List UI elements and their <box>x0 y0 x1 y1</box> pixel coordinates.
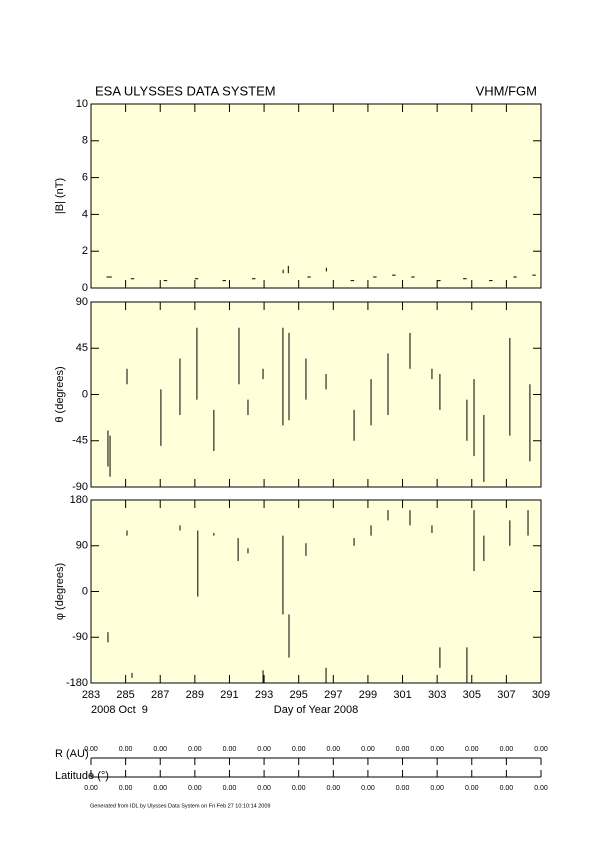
lat-value: 0.00 <box>292 785 306 792</box>
y-tick-label: 8 <box>82 135 88 147</box>
x-tick-label: 287 <box>151 689 169 701</box>
r-value: 0.00 <box>257 746 271 753</box>
y-tick-label: -90 <box>72 481 88 493</box>
r-value: 0.00 <box>465 746 479 753</box>
x-tick-label: 283 <box>82 689 100 701</box>
y-tick-label: 6 <box>82 172 88 184</box>
plot-area <box>90 499 542 684</box>
x-tick-label: 293 <box>255 689 273 701</box>
y-axis-label: θ (degrees) <box>54 366 66 422</box>
r-label: R (AU) <box>55 748 89 760</box>
lat-value: 0.00 <box>257 785 271 792</box>
r-value: 0.00 <box>500 746 514 753</box>
y-tick-label: 0 <box>82 282 88 294</box>
r-value: 0.00 <box>153 746 167 753</box>
lat-value: 0.00 <box>534 785 548 792</box>
r-value: 0.00 <box>534 746 548 753</box>
x-axis-label: Day of Year 2008 <box>274 704 358 716</box>
instrument: VHM/FGM <box>476 83 537 98</box>
r-value: 0.00 <box>84 746 98 753</box>
r-value: 0.00 <box>430 746 444 753</box>
lat-value: 0.00 <box>119 785 133 792</box>
r-value: 0.00 <box>326 746 340 753</box>
r-value: 0.00 <box>292 746 306 753</box>
lat-value: 0.00 <box>500 785 514 792</box>
x-tick-label: 291 <box>220 689 238 701</box>
y-axis-label: φ (degrees) <box>54 563 66 620</box>
y-tick-label: 4 <box>82 208 88 220</box>
lat-label: Latitude (°) <box>55 770 109 782</box>
y-tick-label: -90 <box>72 631 88 643</box>
x-tick-label: 299 <box>359 689 377 701</box>
x-tick-label: 289 <box>186 689 204 701</box>
footer: Generated from IDL by Ulysses Data Syste… <box>90 803 270 809</box>
lat-value: 0.00 <box>361 785 375 792</box>
y-tick-label: 0 <box>82 585 88 597</box>
r-value: 0.00 <box>119 746 133 753</box>
lat-value: 0.00 <box>326 785 340 792</box>
lat-value: 0.00 <box>465 785 479 792</box>
x-tick-label: 309 <box>532 689 550 701</box>
lat-value: 0.00 <box>188 785 202 792</box>
r-value: 0.00 <box>223 746 237 753</box>
data-line <box>107 510 529 683</box>
lat-value: 0.00 <box>430 785 444 792</box>
y-axis-label: |B| (nT) <box>54 178 66 214</box>
data-line <box>107 327 531 482</box>
plot-area <box>90 301 542 488</box>
lat-value: 0.00 <box>223 785 237 792</box>
y-tick-label: 90 <box>76 540 88 552</box>
lat-value: 0.00 <box>396 785 410 792</box>
x-tick-label: 305 <box>463 689 481 701</box>
r-value: 0.00 <box>188 746 202 753</box>
y-tick-label: 180 <box>70 494 88 506</box>
lat-value: 0.00 <box>153 785 167 792</box>
y-tick-label: -180 <box>66 677 88 689</box>
x-tick-label: 307 <box>497 689 515 701</box>
x-tick-label: 301 <box>393 689 411 701</box>
x-tick-label: 303 <box>428 689 446 701</box>
start-date: 2008 Oct 9 <box>91 704 148 716</box>
y-tick-label: 45 <box>76 342 88 354</box>
lat-value: 0.00 <box>84 785 98 792</box>
y-tick-label: 10 <box>76 98 88 110</box>
plot-area <box>90 103 542 289</box>
r-value: 0.00 <box>361 746 375 753</box>
r-value: 0.00 <box>396 746 410 753</box>
y-tick-label: 0 <box>82 388 88 400</box>
y-tick-label: 2 <box>82 245 88 257</box>
data-line <box>106 265 536 282</box>
y-tick-label: 90 <box>76 296 88 308</box>
title: ESA ULYSSES DATA SYSTEM <box>95 83 276 98</box>
x-tick-label: 285 <box>116 689 134 701</box>
y-tick-label: -45 <box>72 435 88 447</box>
x-tick-label: 297 <box>324 689 342 701</box>
x-tick-label: 295 <box>290 689 308 701</box>
